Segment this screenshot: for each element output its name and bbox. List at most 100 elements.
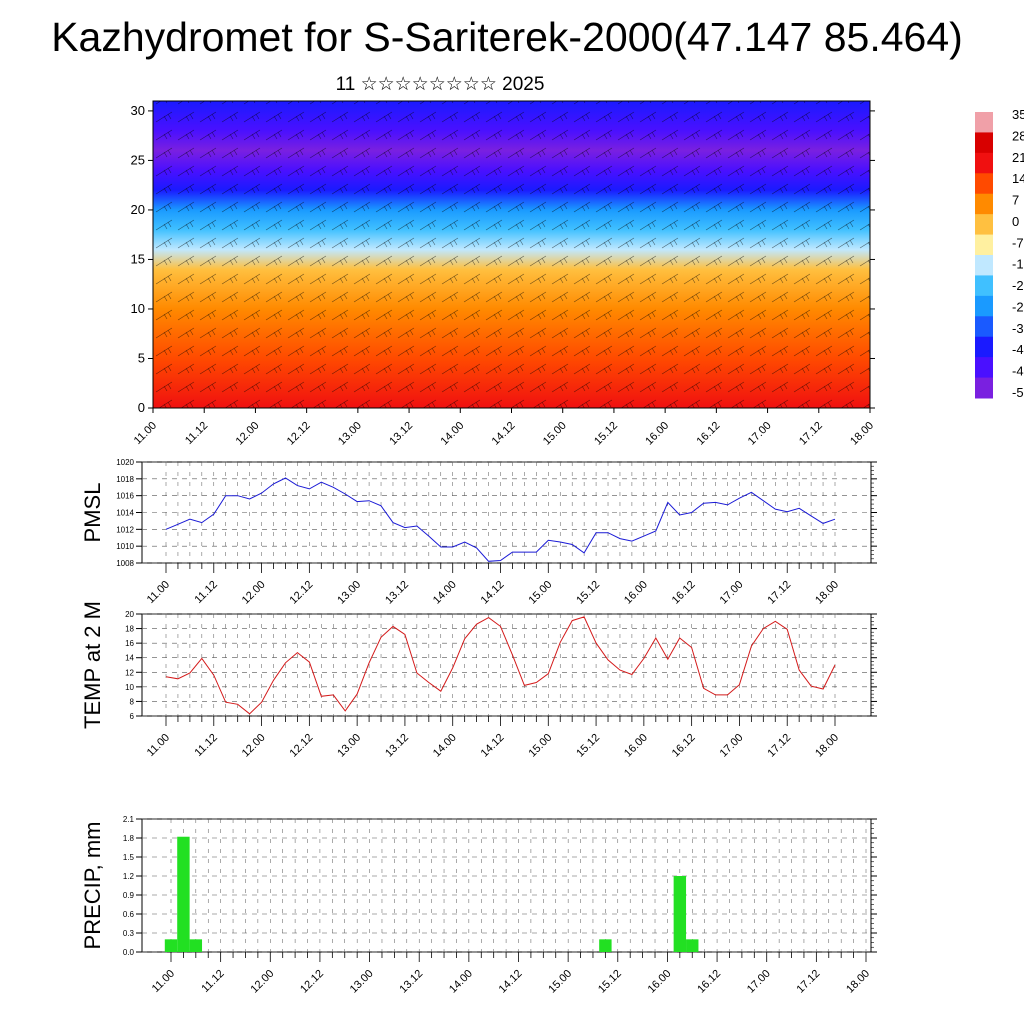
panel-y-tick-label: 8: [130, 697, 135, 706]
panel-y-tick-label: 0.0: [123, 948, 135, 957]
heatmap-x-tick-label: 15.00: [541, 420, 569, 448]
colorbar-swatch: [975, 275, 993, 297]
heatmap-x-tick-label: 12.12: [285, 420, 313, 448]
panel-x-tick-label: 15.12: [574, 732, 602, 760]
panel-x-tick-label: 16.12: [670, 579, 698, 607]
panel-x-tick-label: 18.00: [844, 968, 872, 996]
precip-bar: [177, 836, 190, 952]
chart-subtitle: 11 ☆☆☆☆☆☆☆☆ 2025: [335, 74, 545, 95]
colorbar-label: 21: [1012, 150, 1024, 165]
colorbar-label: -2: [1012, 299, 1024, 314]
colorbar-swatch: [975, 132, 993, 154]
panel-x-tick-label: 14.12: [479, 579, 507, 607]
panel-x-tick-label: 11.00: [150, 968, 177, 995]
panel-x-tick-label: 14.00: [431, 579, 459, 607]
panel-y-axis-label: PMSL: [80, 483, 105, 543]
colorbar-label: -5: [1012, 385, 1024, 400]
colorbar-label: 0: [1012, 214, 1019, 229]
heatmap-x-tick-label: 16.12: [695, 420, 723, 448]
panel-x-tick-label: 16.00: [646, 968, 674, 996]
panel-x-tick-label: 11.12: [193, 579, 220, 606]
panel-x-tick-label: 16.12: [695, 968, 723, 996]
colorbar-swatch: [975, 193, 993, 215]
heatmap-x-tick-label: 14.12: [490, 420, 518, 448]
precip-bar: [189, 939, 203, 952]
precip-bar: [686, 939, 699, 952]
colorbar-label: -1: [1012, 257, 1024, 272]
panel-x-tick-label: 11.00: [145, 579, 172, 606]
heatmap-x-tick-label: 13.00: [336, 420, 364, 448]
panel-y-tick-label: 1014: [116, 509, 134, 518]
panel-x-tick-label: 13.12: [397, 968, 425, 996]
panel-x-tick-label: 12.00: [240, 732, 268, 760]
colorbar-label: -2: [1012, 278, 1024, 293]
heatmap-y-tick-label: 5: [138, 350, 145, 365]
panel-x-tick-label: 17.12: [795, 968, 823, 996]
panel-x-tick-label: 16.12: [670, 732, 698, 760]
panel-x-tick-label: 14.12: [497, 968, 525, 996]
panel-x-tick-label: 15.12: [596, 968, 624, 996]
panel-y-tick-label: 1.2: [123, 872, 135, 881]
panel-x-tick-label: 15.12: [574, 579, 602, 607]
heatmap-x-tick-label: 15.12: [592, 420, 620, 448]
colorbar-label: 7: [1012, 193, 1019, 208]
heatmap-y-tick-label: 20: [131, 202, 145, 217]
panel-y-tick-label: 1010: [116, 542, 134, 551]
temp-2m-series-line: [165, 616, 836, 715]
panel-x-tick-label: 17.00: [745, 968, 773, 996]
pmsl-series-line: [165, 477, 836, 562]
colorbar-swatch: [975, 152, 993, 174]
panel-x-tick-label: 12.00: [240, 579, 268, 607]
panel-x-tick-label: 16.00: [622, 732, 650, 760]
panel-x-tick-label: 13.12: [383, 579, 411, 607]
panel-y-tick-label: 12: [125, 668, 134, 677]
cross-section-panel: 0 5 10 15 20 25 30 11.00 11.12 12.00 12.12 13.00 13.…: [131, 100, 876, 448]
heatmap-x-tick-label: 11.00: [132, 420, 159, 447]
panel-x-tick-label: 12.12: [288, 579, 316, 607]
colorbar-label: -7: [1012, 235, 1024, 250]
heatmap-x-tick-label: 17.00: [746, 420, 774, 448]
heatmap-x-tick-label: 12.00: [234, 420, 262, 448]
panel-x-tick-label: 18.00: [813, 579, 841, 607]
panel-x-tick-label: 12.12: [298, 968, 326, 996]
panel-x-tick-label: 11.12: [199, 968, 226, 995]
panel-x-tick-label: 11.00: [145, 732, 172, 759]
panel-x-tick-label: 12.12: [288, 732, 316, 760]
panel-x-tick-label: 18.00: [813, 732, 841, 760]
panel-y-axis-label: TEMP at 2 M: [80, 601, 105, 729]
chart-title: Kazhydromet for S-Sariterek-2000(47.147 …: [51, 14, 963, 60]
panel-y-tick-label: 0.3: [123, 929, 135, 938]
panel-x-tick-label: 13.00: [335, 579, 363, 607]
panel-y-tick-label: 16: [125, 639, 134, 648]
panel-x-tick-label: 16.00: [622, 579, 650, 607]
precip-bar: [673, 876, 687, 952]
heatmap-y-tick-label: 25: [131, 152, 145, 167]
panel-y-tick-label: 1008: [116, 559, 134, 568]
colorbar-swatch: [975, 336, 993, 358]
colorbar-label: -4: [1012, 342, 1024, 357]
panel-x-tick-label: 14.12: [479, 732, 507, 760]
panel-y-tick-label: 10: [125, 683, 134, 692]
heatmap-x-tick-label: 18.00: [848, 420, 876, 448]
colorbar-label: -3: [1012, 321, 1024, 336]
panel-x-tick-label: 17.12: [765, 579, 793, 607]
panel-x-tick-label: 13.00: [348, 968, 376, 996]
colorbar-swatch: [975, 255, 993, 276]
panel-y-tick-label: 2.1: [123, 815, 135, 824]
colorbar-swatch: [975, 377, 993, 399]
colorbar-swatch: [975, 357, 993, 379]
wind-barbs-overlay: [153, 101, 870, 408]
heatmap-y-tick-label: 30: [131, 103, 145, 118]
precip-bar: [599, 939, 612, 952]
panel-y-tick-label: 1.5: [123, 853, 135, 862]
panel-y-tick-label: 14: [125, 654, 134, 663]
colorbar-label: -4: [1012, 364, 1024, 379]
panel-x-tick-label: 12.00: [248, 968, 276, 996]
colorbar-swatch: [975, 234, 993, 256]
panel-x-tick-label: 13.12: [383, 732, 411, 760]
heatmap-x-tick-label: 11.12: [183, 420, 210, 447]
colorbar-swatch: [975, 316, 993, 338]
temp-panel: 6 8 10 12 14 16 18 20 11.00 11.12 12.00 12.12 13.00 1…: [80, 601, 877, 760]
panel-y-tick-label: 18: [125, 625, 134, 634]
panel-y-tick-label: 20: [125, 610, 134, 619]
